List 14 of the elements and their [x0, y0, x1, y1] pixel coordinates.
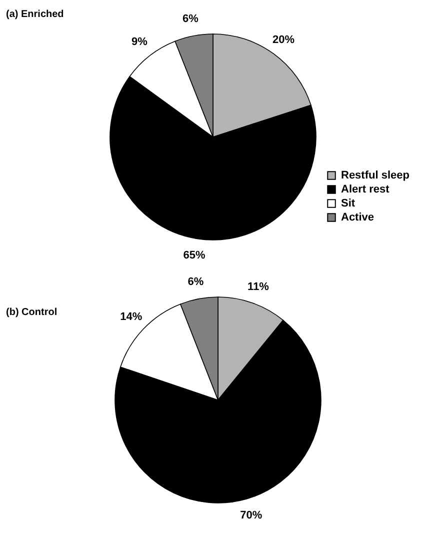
- data-label: 6%: [182, 13, 199, 26]
- data-label: 20%: [272, 34, 295, 46]
- data-label: 65%: [183, 250, 206, 262]
- data-label: 70%: [240, 509, 262, 522]
- legend-label: Sit: [341, 198, 356, 210]
- legend-label: Restful sleep: [341, 170, 410, 182]
- legend-label: Active: [341, 212, 374, 224]
- chart-title: (a) Enriched: [6, 9, 64, 20]
- legend-label: Alert rest: [341, 184, 390, 196]
- data-label: 6%: [188, 276, 204, 288]
- text: (b) Control: [6, 307, 58, 318]
- data-label: 11%: [248, 280, 270, 293]
- data-label: 14%: [120, 311, 142, 324]
- data-label: 9%: [132, 36, 148, 48]
